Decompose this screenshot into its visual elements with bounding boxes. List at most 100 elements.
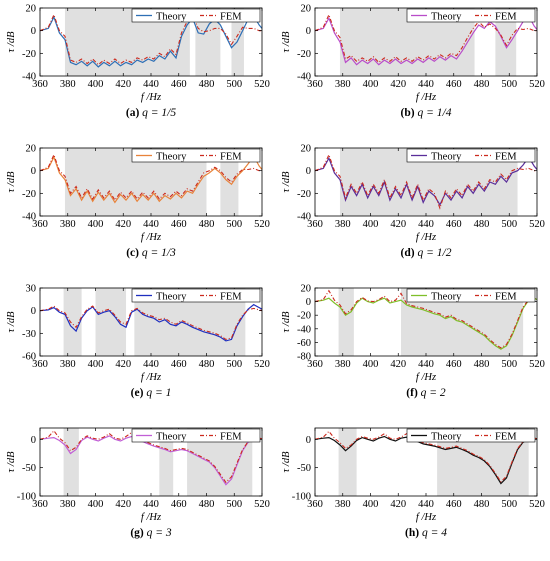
y-tick-label: -40 [297, 212, 311, 223]
x-tick-label: 380 [335, 79, 351, 90]
x-tick-label: 420 [115, 219, 131, 230]
panel-c: 360 380 400 420 440 460 480 500 520 20 0 -20 -40 τ /d… [6, 144, 270, 260]
plot-area [40, 153, 262, 204]
legend: Theory FEM [406, 428, 536, 443]
series-line-fem [315, 289, 537, 349]
legend-box [131, 8, 261, 23]
y-tick-label: 0 [306, 435, 311, 446]
band-0 [338, 288, 354, 356]
caption-text: q = 1/5 [142, 107, 176, 119]
panel-caption: (d) q = 1/2 [401, 247, 452, 259]
x-tick-label: 440 [418, 359, 434, 370]
y-tick-label: 0 [306, 297, 311, 308]
y-tick-label: -20 [297, 311, 311, 322]
x-tick-label: 520 [529, 359, 545, 370]
band-1 [95, 288, 127, 356]
x-tick-label: 480 [474, 499, 490, 510]
series-line-fem [315, 430, 537, 483]
x-tick-label: 460 [171, 359, 187, 370]
x-axis-label: f /Hz [416, 232, 436, 243]
plot-area [315, 289, 537, 350]
caption-letter: (b) [401, 107, 418, 119]
x-tick-label: 360 [32, 79, 48, 90]
panel-d: 360 380 400 420 440 460 480 500 520 20 0 -20 -40 τ /d… [281, 144, 545, 260]
x-tick-label: 480 [199, 499, 215, 510]
panel-b: 360 380 400 420 440 460 480 500 520 20 0 -20 -40 τ /d… [281, 4, 545, 120]
x-tick-label: 480 [199, 79, 215, 90]
x-tick-label: 380 [60, 219, 76, 230]
legend-label-theory: Theory [431, 151, 462, 162]
y-tick-label: 0 [31, 166, 36, 177]
x-tick-label: 360 [307, 359, 323, 370]
legend-label-fem: FEM [220, 291, 242, 302]
legend-label-fem: FEM [220, 11, 242, 22]
y-axis-label: τ /dB [6, 451, 17, 473]
x-tick-label: 440 [418, 219, 434, 230]
y-tick-label: 0 [31, 306, 36, 317]
plot-area [40, 13, 262, 68]
y-tick-label: 20 [301, 144, 312, 155]
series-line-fem [315, 153, 537, 210]
panel-e: 360 380 400 420 440 460 480 500 520 30 0 -30 -60 τ /d… [6, 284, 270, 400]
x-tick-label: 520 [529, 219, 545, 230]
y-axis-label: τ /dB [281, 31, 292, 53]
x-tick-label: 480 [474, 359, 490, 370]
y-tick-label: -50 [297, 463, 311, 474]
y-tick-label: -40 [22, 72, 36, 83]
x-tick-label: 360 [32, 359, 48, 370]
y-tick-label: 0 [306, 166, 311, 177]
series-line-theory [315, 14, 537, 66]
series-line-fem [315, 13, 537, 64]
series-line-fem [40, 305, 262, 340]
x-axis-label: f /Hz [416, 92, 436, 103]
y-tick-label: -80 [297, 352, 311, 363]
x-tick-label: 500 [501, 79, 517, 90]
legend: Theory FEM [131, 428, 261, 443]
caption-text: q = 2 [421, 387, 446, 399]
x-axis-label: f /Hz [141, 512, 161, 523]
series-line-theory [40, 435, 262, 486]
x-tick-label: 380 [60, 79, 76, 90]
x-tick-label: 520 [254, 79, 270, 90]
band-0 [63, 428, 79, 496]
legend-label-fem: FEM [495, 151, 517, 162]
plot-area [315, 13, 537, 66]
panel-a: 360 380 400 420 440 460 480 500 520 20 0 -20 -40 τ /d… [6, 4, 270, 120]
panel-caption: (e) q = 1 [131, 387, 172, 399]
x-tick-label: 360 [307, 499, 323, 510]
legend-label-theory: Theory [156, 431, 187, 442]
legend-box [406, 428, 536, 443]
legend-label-fem: FEM [220, 431, 242, 442]
y-axis-label: τ /dB [281, 311, 292, 333]
series-line-theory [40, 154, 262, 204]
x-tick-label: 400 [88, 79, 104, 90]
y-tick-label: -40 [297, 324, 311, 335]
caption-letter: (a) [126, 107, 142, 119]
x-tick-label: 400 [363, 219, 379, 230]
y-tick-label: 0 [31, 435, 36, 446]
legend: Theory FEM [131, 288, 261, 303]
panel-caption: (c) q = 1/3 [126, 247, 176, 259]
legend-label-theory: Theory [156, 151, 187, 162]
x-tick-label: 420 [390, 219, 406, 230]
y-tick-label: -20 [22, 189, 36, 200]
x-tick-label: 400 [363, 79, 379, 90]
x-tick-label: 520 [254, 499, 270, 510]
series-line-theory [40, 15, 262, 68]
legend-label-theory: Theory [431, 11, 462, 22]
x-tick-label: 360 [32, 219, 48, 230]
x-tick-label: 380 [335, 499, 351, 510]
legend-label-fem: FEM [495, 11, 517, 22]
x-tick-label: 480 [199, 219, 215, 230]
legend: Theory FEM [131, 8, 261, 23]
panel-caption: (g) q = 3 [130, 527, 172, 539]
plot-area [40, 303, 262, 342]
y-axis-label: τ /dB [6, 171, 17, 193]
x-tick-label: 420 [390, 499, 406, 510]
series-line-fem [40, 429, 262, 484]
caption-text: q = 1/4 [417, 107, 451, 119]
x-tick-label: 400 [88, 499, 104, 510]
x-tick-label: 420 [390, 359, 406, 370]
legend-box [131, 288, 261, 303]
